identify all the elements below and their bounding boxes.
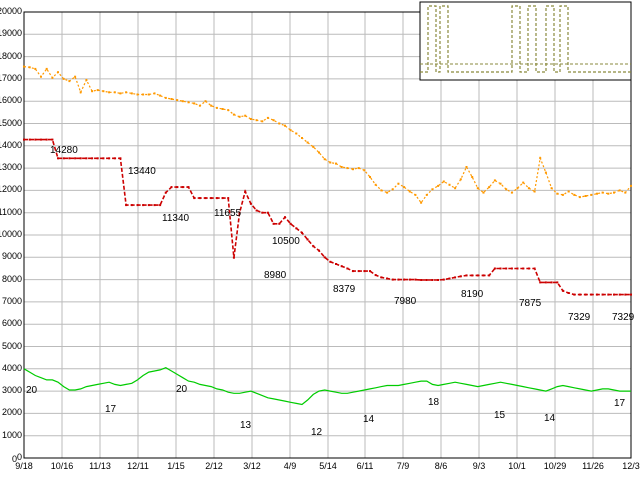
- data-point-label: 7875: [519, 298, 542, 309]
- y-axis-tick-label: 10000: [0, 229, 22, 239]
- x-axis-tick-label: 4/9: [283, 461, 297, 471]
- y-axis-tick-label: 11000: [0, 206, 22, 217]
- y-axis-tick-label: 5000: [1, 340, 22, 351]
- y-axis-tick-label: 2000: [1, 407, 22, 418]
- y-axis-tick-label: 8000: [1, 273, 22, 284]
- x-axis-tick-label: 1/15: [167, 461, 185, 471]
- data-point-label: 13: [240, 420, 252, 431]
- y-axis-tick-label: 16000: [0, 95, 22, 106]
- data-point-label: 8190: [461, 289, 484, 300]
- data-point-label: 20: [176, 384, 188, 395]
- x-axis-tick-label: 12/3: [622, 461, 640, 471]
- x-axis-tick-label: 9/18: [15, 461, 33, 471]
- y-axis-tick-label: 7000: [1, 295, 22, 306]
- x-axis-tick-label: 9/3: [472, 461, 486, 471]
- data-point-label: 8379: [333, 284, 356, 295]
- data-point-label: 7329: [612, 312, 635, 323]
- y-axis-tick-label: 17000: [0, 72, 22, 83]
- data-point-label: 12: [311, 427, 323, 438]
- y-axis-tick-label: 6000: [1, 318, 22, 329]
- x-axis-tick-label: 10/16: [50, 461, 74, 471]
- y-axis-tick-label: 15000: [0, 117, 22, 128]
- data-point-label: 11655: [214, 208, 242, 219]
- origin-label: 0: [12, 454, 18, 464]
- y-axis-tick-label: 3000: [1, 385, 22, 396]
- y-axis-tick-label: 20000: [0, 6, 22, 16]
- x-axis-tick-label: 12/11: [127, 461, 149, 471]
- data-point-label: 17: [614, 398, 626, 409]
- x-axis-tick-label: 5/14: [319, 461, 337, 471]
- data-point-label: 14: [544, 413, 556, 424]
- x-axis-tick-label: 11/26: [582, 461, 604, 471]
- data-point-label: 14280: [50, 145, 78, 156]
- x-axis-tick-label: 10/29: [543, 461, 567, 471]
- x-axis-tick-label: 7/9: [396, 461, 410, 471]
- y-axis-tick-label: 0: [16, 452, 22, 462]
- x-axis-tick-label: 2/12: [205, 461, 223, 471]
- data-point-label: 11340: [162, 213, 190, 224]
- x-axis-tick-label: 11/13: [89, 461, 111, 471]
- data-point-label: 18: [428, 397, 440, 408]
- data-point-label: 20: [26, 385, 38, 396]
- x-axis-tick-label: 3/12: [243, 461, 261, 471]
- y-axis-tick-label: 12000: [0, 184, 22, 195]
- y-axis-tick-label: 1000: [1, 429, 22, 440]
- data-point-label: 13440: [128, 166, 156, 177]
- y-axis-tick-label: 19000: [0, 28, 22, 39]
- data-point-label: 8980: [264, 270, 287, 281]
- x-axis-tick-label: 6/11: [356, 461, 374, 471]
- data-point-label: 14: [363, 414, 375, 425]
- x-axis-tick-label: 8/6: [434, 461, 448, 471]
- data-point-label: 7980: [394, 296, 417, 307]
- data-point-label: 10500: [272, 236, 300, 247]
- y-axis-tick-label: 14000: [0, 139, 22, 150]
- data-point-label: 7329: [568, 312, 591, 323]
- y-axis-tick-label: 4000: [1, 362, 22, 373]
- y-axis-tick-label: 18000: [0, 50, 22, 61]
- data-point-label: 15: [494, 410, 506, 421]
- x-axis-tick-label: 10/1: [508, 461, 526, 471]
- y-axis-tick-label: 9000: [1, 251, 22, 262]
- y-axis-tick-label: 13000: [0, 162, 22, 173]
- data-point-label: 17: [105, 404, 117, 415]
